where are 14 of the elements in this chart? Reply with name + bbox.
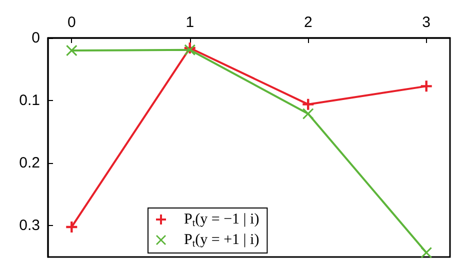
point xyxy=(66,45,78,56)
y-tick-label: 0.3 xyxy=(19,217,40,234)
point xyxy=(302,108,314,120)
point xyxy=(66,221,78,232)
y-tick-label: 0.1 xyxy=(19,92,40,110)
x-tick-label: 2 xyxy=(304,14,312,31)
point xyxy=(420,80,432,92)
x-tick-label: 3 xyxy=(422,14,431,31)
x-tick-label: 1 xyxy=(186,14,194,31)
y-tick-label: 0 xyxy=(32,30,40,46)
point xyxy=(302,98,314,110)
y-tick-label: 0.2 xyxy=(19,154,40,172)
point xyxy=(420,247,432,258)
x-tick-label: 0 xyxy=(67,14,76,31)
